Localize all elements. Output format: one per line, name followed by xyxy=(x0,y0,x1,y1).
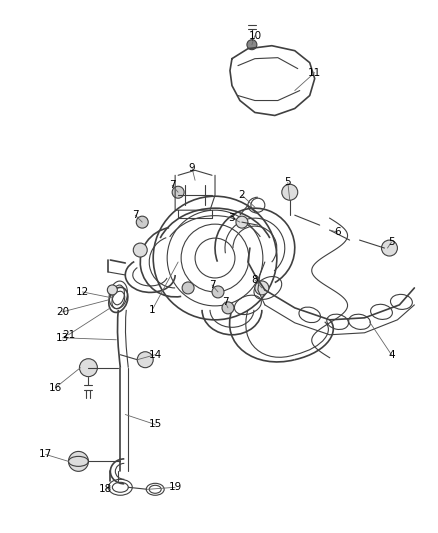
Circle shape xyxy=(133,243,147,257)
Text: 7: 7 xyxy=(169,180,176,190)
Text: 21: 21 xyxy=(62,330,75,340)
Circle shape xyxy=(236,216,248,228)
Text: 8: 8 xyxy=(251,275,258,285)
Circle shape xyxy=(68,451,88,471)
Text: 9: 9 xyxy=(189,163,195,173)
Circle shape xyxy=(282,184,298,200)
Circle shape xyxy=(79,359,97,377)
Text: 17: 17 xyxy=(39,449,52,459)
Text: 4: 4 xyxy=(388,350,395,360)
Text: 15: 15 xyxy=(148,419,162,430)
Circle shape xyxy=(212,286,224,298)
Text: 10: 10 xyxy=(248,31,261,41)
Text: 7: 7 xyxy=(209,280,215,290)
Circle shape xyxy=(255,281,269,295)
Circle shape xyxy=(107,285,117,295)
Text: 6: 6 xyxy=(334,227,341,237)
Circle shape xyxy=(381,240,397,256)
Text: 11: 11 xyxy=(308,68,321,78)
Text: 12: 12 xyxy=(76,287,89,297)
Text: 7: 7 xyxy=(132,210,138,220)
Circle shape xyxy=(172,186,184,198)
Text: 14: 14 xyxy=(148,350,162,360)
Circle shape xyxy=(136,216,148,228)
Circle shape xyxy=(222,302,234,314)
Circle shape xyxy=(247,40,257,50)
Text: 7: 7 xyxy=(222,297,228,307)
Text: 1: 1 xyxy=(149,305,155,315)
Text: 19: 19 xyxy=(169,482,182,492)
Text: 5: 5 xyxy=(388,237,395,247)
Text: 13: 13 xyxy=(56,333,69,343)
Circle shape xyxy=(182,282,194,294)
Text: 2: 2 xyxy=(239,190,245,200)
Text: 18: 18 xyxy=(99,484,112,494)
Text: 3: 3 xyxy=(229,213,235,223)
Circle shape xyxy=(137,352,153,368)
Text: 20: 20 xyxy=(56,307,69,317)
Text: 5: 5 xyxy=(284,177,291,187)
Text: 16: 16 xyxy=(49,383,62,393)
